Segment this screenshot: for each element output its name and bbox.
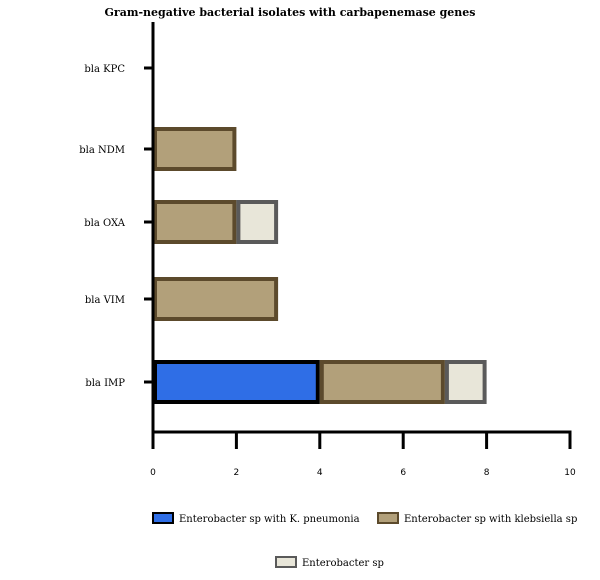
x-tick-label: 0	[150, 468, 156, 478]
y-tick-label: bla VIM	[85, 295, 125, 306]
y-tick-label: bla NDM	[79, 145, 125, 156]
legend: Enterobacter sp with K. pneumonia Enterob…	[152, 512, 577, 569]
legend-swatch	[275, 556, 297, 568]
legend-swatch	[377, 512, 399, 524]
bar-bla-vim-series-2	[153, 277, 279, 321]
bar-bla-oxa-series-3	[236, 200, 279, 244]
y-tick-label: bla KPC	[84, 64, 125, 75]
legend-label: Enterobacter sp with klebsiella sp	[404, 514, 577, 525]
x-tick-label: 2	[234, 468, 240, 478]
x-tick-label: 4	[317, 468, 323, 478]
legend-label: Enterobacter sp	[302, 558, 384, 569]
y-tick-label: bla IMP	[85, 378, 125, 389]
x-tick-label: 8	[484, 468, 490, 478]
bar-bla-oxa-series-2	[153, 200, 237, 244]
bar-bla-imp-series-2	[319, 360, 445, 404]
legend-swatch	[152, 512, 174, 524]
plot-area: bla IMP bla VIM bla OXA bla NDM bla KPC 0 2 4 6 8…	[79, 22, 576, 478]
y-tick-label: bla OXA	[84, 218, 126, 229]
x-tick-label: 6	[400, 468, 406, 478]
chart-title: Gram-negative bacterial isolates with ca…	[105, 6, 476, 19]
legend-label: Enterobacter sp with K. pneumonia	[179, 514, 360, 525]
bar-bla-imp-series-1	[153, 360, 320, 404]
bar-bla-imp-series-3	[444, 360, 487, 404]
bar-bla-ndm-series-2	[153, 127, 237, 171]
x-tick-label: 10	[564, 468, 576, 478]
